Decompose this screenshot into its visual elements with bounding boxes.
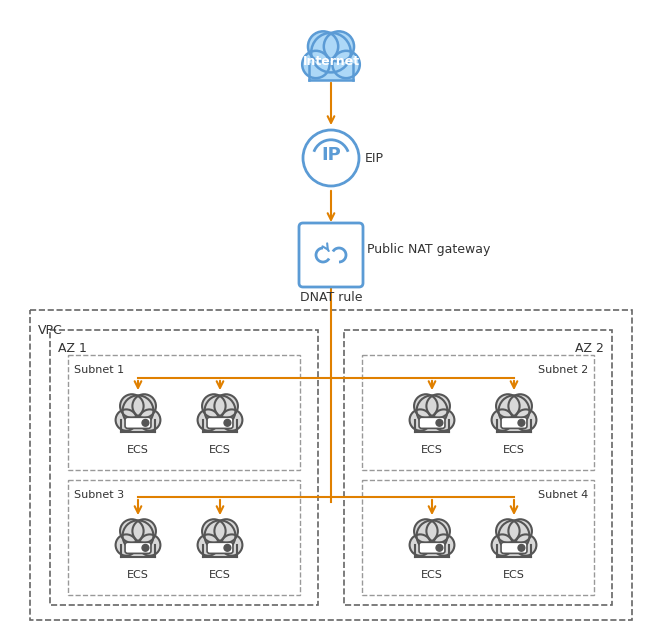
Text: VPC: VPC: [38, 324, 63, 337]
FancyBboxPatch shape: [207, 417, 233, 429]
Circle shape: [139, 535, 160, 556]
Text: ECS: ECS: [127, 570, 149, 580]
Circle shape: [142, 420, 149, 426]
Circle shape: [416, 396, 448, 426]
FancyBboxPatch shape: [203, 420, 238, 432]
Circle shape: [302, 51, 330, 78]
Text: Subnet 3: Subnet 3: [74, 490, 124, 500]
Circle shape: [332, 51, 360, 78]
Circle shape: [492, 535, 513, 556]
Circle shape: [202, 519, 226, 543]
FancyBboxPatch shape: [299, 223, 363, 287]
Circle shape: [436, 420, 443, 426]
Circle shape: [414, 394, 438, 418]
Circle shape: [224, 544, 231, 551]
Circle shape: [498, 521, 530, 551]
Circle shape: [122, 521, 154, 551]
Circle shape: [515, 410, 536, 431]
Circle shape: [122, 396, 154, 426]
FancyBboxPatch shape: [203, 545, 238, 557]
Text: ECS: ECS: [209, 445, 231, 455]
Text: ECS: ECS: [209, 570, 231, 580]
Circle shape: [518, 420, 525, 426]
Circle shape: [433, 410, 454, 431]
FancyBboxPatch shape: [419, 417, 445, 429]
Circle shape: [492, 410, 513, 431]
FancyBboxPatch shape: [125, 417, 151, 429]
Circle shape: [436, 544, 443, 551]
FancyBboxPatch shape: [414, 420, 449, 432]
Text: AZ 2: AZ 2: [575, 342, 604, 355]
Circle shape: [496, 519, 520, 543]
Circle shape: [132, 394, 156, 418]
Circle shape: [205, 521, 236, 551]
Circle shape: [518, 544, 525, 551]
Circle shape: [120, 519, 144, 543]
Circle shape: [498, 396, 530, 426]
Circle shape: [426, 394, 450, 418]
Circle shape: [508, 394, 532, 418]
FancyBboxPatch shape: [308, 65, 354, 79]
Circle shape: [416, 521, 448, 551]
FancyBboxPatch shape: [496, 545, 532, 557]
Circle shape: [214, 519, 238, 543]
Circle shape: [142, 544, 149, 551]
Circle shape: [426, 519, 450, 543]
Circle shape: [221, 535, 242, 556]
Text: Internet: Internet: [303, 55, 359, 68]
FancyBboxPatch shape: [496, 420, 532, 432]
Circle shape: [515, 535, 536, 556]
Circle shape: [197, 410, 219, 431]
Text: ECS: ECS: [421, 445, 443, 455]
Circle shape: [221, 410, 242, 431]
Circle shape: [116, 410, 137, 431]
Circle shape: [433, 535, 454, 556]
FancyBboxPatch shape: [207, 542, 233, 553]
Circle shape: [308, 31, 338, 62]
Text: IP: IP: [321, 146, 341, 164]
Circle shape: [414, 519, 438, 543]
FancyBboxPatch shape: [120, 545, 156, 557]
Circle shape: [224, 420, 231, 426]
Circle shape: [508, 519, 532, 543]
FancyBboxPatch shape: [501, 417, 527, 429]
FancyBboxPatch shape: [414, 545, 449, 557]
Circle shape: [197, 535, 219, 556]
FancyBboxPatch shape: [120, 420, 156, 432]
Text: ECS: ECS: [503, 445, 525, 455]
Circle shape: [205, 396, 236, 426]
Text: ECS: ECS: [503, 570, 525, 580]
FancyBboxPatch shape: [419, 542, 445, 553]
Text: AZ 1: AZ 1: [58, 342, 87, 355]
Text: Subnet 2: Subnet 2: [538, 365, 588, 375]
Text: Subnet 1: Subnet 1: [74, 365, 124, 375]
FancyBboxPatch shape: [501, 542, 527, 553]
Text: ECS: ECS: [421, 570, 443, 580]
Circle shape: [132, 519, 156, 543]
Circle shape: [410, 535, 431, 556]
Text: EIP: EIP: [365, 152, 384, 164]
Text: Public NAT gateway: Public NAT gateway: [367, 243, 491, 257]
Circle shape: [116, 535, 137, 556]
Circle shape: [120, 394, 144, 418]
Circle shape: [410, 410, 431, 431]
Circle shape: [324, 31, 354, 62]
Circle shape: [496, 394, 520, 418]
Circle shape: [311, 33, 351, 72]
Text: ECS: ECS: [127, 445, 149, 455]
Text: Subnet 4: Subnet 4: [538, 490, 588, 500]
Circle shape: [139, 410, 160, 431]
Circle shape: [202, 394, 226, 418]
FancyBboxPatch shape: [125, 542, 151, 553]
Text: DNAT rule: DNAT rule: [300, 291, 362, 304]
Circle shape: [303, 130, 359, 186]
Circle shape: [214, 394, 238, 418]
